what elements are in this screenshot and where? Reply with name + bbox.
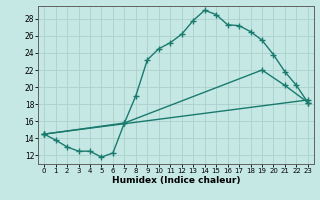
X-axis label: Humidex (Indice chaleur): Humidex (Indice chaleur) — [112, 176, 240, 185]
